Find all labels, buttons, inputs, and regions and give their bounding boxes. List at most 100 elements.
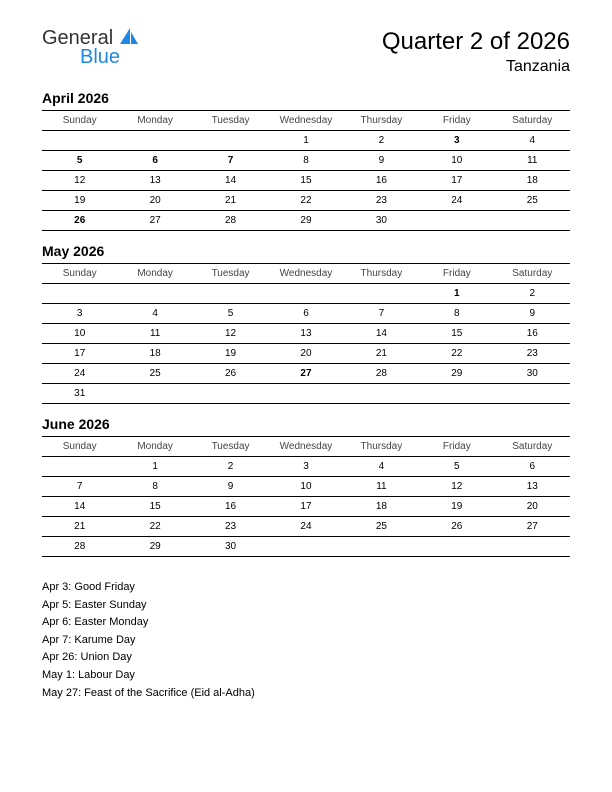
calendar-cell: 10: [268, 477, 343, 497]
calendar-cell: [117, 384, 192, 404]
page-subtitle: Tanzania: [382, 58, 570, 76]
calendar-cell: 27: [495, 517, 570, 537]
calendar-cell: 25: [344, 517, 419, 537]
month-block: June 2026 SundayMondayTuesdayWednesdayThu…: [42, 416, 570, 557]
calendar-cell: [268, 284, 343, 304]
calendar-cell: 19: [193, 344, 268, 364]
calendar-cell: 15: [268, 171, 343, 191]
day-header: Thursday: [344, 264, 419, 284]
calendar-cell: 11: [344, 477, 419, 497]
calendar-cell: 3: [268, 457, 343, 477]
holiday-line: May 1: Labour Day: [42, 667, 570, 685]
day-header: Thursday: [344, 437, 419, 457]
calendar-cell: 18: [117, 344, 192, 364]
logo: General Blue: [42, 28, 138, 67]
day-header: Friday: [419, 111, 494, 131]
calendar-cell: 11: [495, 151, 570, 171]
calendar-cell: 3: [42, 304, 117, 324]
holiday-line: Apr 3: Good Friday: [42, 579, 570, 597]
calendar-cell: 1: [268, 131, 343, 151]
day-header: Tuesday: [193, 437, 268, 457]
calendar-cell: [193, 131, 268, 151]
page-title: Quarter 2 of 2026: [382, 28, 570, 56]
month-name: May 2026: [42, 243, 570, 259]
calendar-cell: [419, 537, 494, 557]
calendar-cell: [344, 537, 419, 557]
calendar-cell: 24: [419, 191, 494, 211]
calendar-cell: 28: [344, 364, 419, 384]
calendar-cell: 6: [268, 304, 343, 324]
calendar-cell: [193, 384, 268, 404]
calendar-cell: 10: [419, 151, 494, 171]
month-block: April 2026SundayMondayTuesdayWednesdayTh…: [42, 90, 570, 231]
calendar-cell: [193, 284, 268, 304]
calendar-cell: 17: [42, 344, 117, 364]
calendar-cell: 25: [117, 364, 192, 384]
calendar-row: 14151617181920: [42, 497, 570, 517]
calendar-cell: [268, 537, 343, 557]
calendar-row: 31: [42, 384, 570, 404]
calendar-cell: [42, 131, 117, 151]
calendar-cell: 11: [117, 324, 192, 344]
calendar-cell: 26: [419, 517, 494, 537]
day-header: Monday: [117, 264, 192, 284]
calendar-row: 1234: [42, 131, 570, 151]
calendar-row: 21222324252627: [42, 517, 570, 537]
month-name: June 2026: [42, 416, 570, 432]
calendar-cell: 28: [42, 537, 117, 557]
calendar-cell: [344, 284, 419, 304]
calendar-cell: 20: [268, 344, 343, 364]
calendar-cell: 30: [495, 364, 570, 384]
calendar-row: 123456: [42, 457, 570, 477]
calendar-row: 17181920212223: [42, 344, 570, 364]
calendar-cell: [419, 384, 494, 404]
calendar-cell: 23: [495, 344, 570, 364]
title-block: Quarter 2 of 2026 Tanzania: [382, 28, 570, 76]
calendar-cell: 22: [419, 344, 494, 364]
calendar-cell: [42, 457, 117, 477]
day-header: Saturday: [495, 111, 570, 131]
calendar-cell: 10: [42, 324, 117, 344]
day-header: Saturday: [495, 437, 570, 457]
calendar-cell: 4: [117, 304, 192, 324]
calendar-cell: 29: [117, 537, 192, 557]
calendar-row: 282930: [42, 537, 570, 557]
calendar-cell: 13: [495, 477, 570, 497]
calendar-cell: 5: [42, 151, 117, 171]
calendar-cell: 5: [193, 304, 268, 324]
calendar-cell: 7: [193, 151, 268, 171]
calendar-cell: 12: [419, 477, 494, 497]
calendar-row: 12131415161718: [42, 171, 570, 191]
calendar-cell: 1: [419, 284, 494, 304]
calendar-cell: 2: [495, 284, 570, 304]
calendar-cell: 30: [193, 537, 268, 557]
calendar-cell: 29: [419, 364, 494, 384]
holiday-line: Apr 26: Union Day: [42, 649, 570, 667]
holiday-line: Apr 7: Karume Day: [42, 632, 570, 650]
calendar-cell: 12: [42, 171, 117, 191]
calendar-cell: 18: [344, 497, 419, 517]
calendar-cell: [344, 384, 419, 404]
day-header: Sunday: [42, 264, 117, 284]
calendar-cell: 23: [193, 517, 268, 537]
calendar-cell: 8: [419, 304, 494, 324]
month-block: May 2026SundayMondayTuesdayWednesdayThur…: [42, 243, 570, 404]
calendar-cell: 16: [193, 497, 268, 517]
logo-sail-icon: [120, 31, 138, 48]
calendar-cell: 26: [193, 364, 268, 384]
header: General Blue Quarter 2 of 2026 Tanzania: [42, 28, 570, 76]
calendar-cell: 27: [117, 211, 192, 231]
holiday-line: May 27: Feast of the Sacrifice (Eid al-A…: [42, 685, 570, 703]
calendar-cell: 16: [495, 324, 570, 344]
calendar-row: 567891011: [42, 151, 570, 171]
calendar-cell: 19: [419, 497, 494, 517]
calendar-table: SundayMondayTuesdayWednesdayThursdayFrid…: [42, 110, 570, 231]
calendar-cell: 6: [117, 151, 192, 171]
calendar-cell: 28: [193, 211, 268, 231]
calendar-row: 10111213141516: [42, 324, 570, 344]
calendar-cell: 25: [495, 191, 570, 211]
calendar-table: SundayMondayTuesdayWednesdayThursdayFrid…: [42, 436, 570, 557]
calendar-cell: [117, 131, 192, 151]
calendar-cell: 8: [117, 477, 192, 497]
day-header: Sunday: [42, 437, 117, 457]
